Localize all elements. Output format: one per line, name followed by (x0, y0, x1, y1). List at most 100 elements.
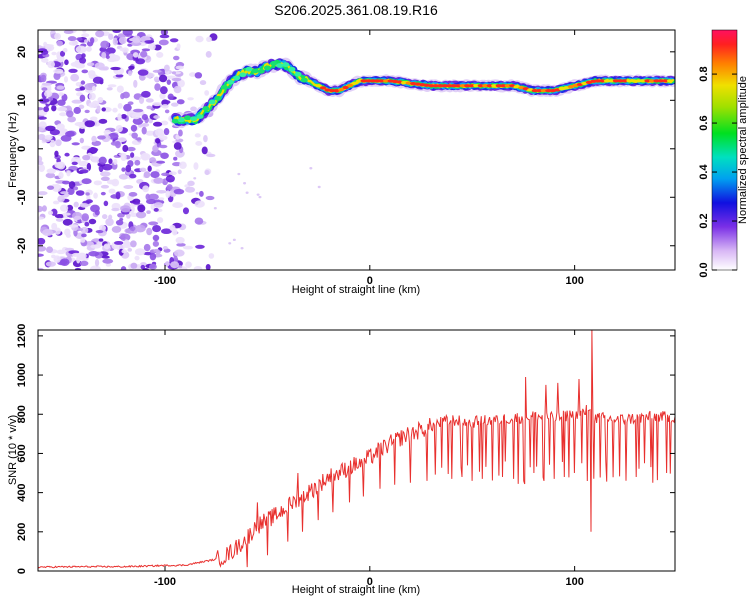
noise-blob (134, 255, 140, 261)
ridge-blob (276, 63, 284, 68)
noise-blob (127, 101, 134, 106)
noise-blob (159, 92, 166, 100)
noise-blob (116, 85, 124, 93)
noise-speck (228, 242, 232, 245)
noise-blob (49, 139, 56, 148)
noise-blob (152, 69, 162, 73)
ridge-blob (208, 99, 216, 105)
noise-blob (59, 50, 66, 57)
noise-blob (89, 116, 98, 121)
noise-blob (75, 45, 87, 54)
noise-blob (122, 30, 133, 36)
colorbar-tick-label: 0.2 (698, 213, 710, 228)
noise-blob (79, 169, 89, 174)
noise-blob (120, 266, 127, 270)
noise-blob (173, 188, 185, 195)
noise-blob (100, 176, 110, 181)
noise-speck (258, 195, 262, 199)
noise-blob (44, 134, 53, 140)
noise-blob (160, 152, 169, 159)
noise-blob (67, 187, 75, 195)
ridge-blob (184, 115, 192, 121)
noise-blob (173, 55, 180, 61)
ridge-core (319, 86, 327, 90)
ridge-core (603, 79, 611, 83)
ridge-core (437, 84, 444, 88)
noise-blob (59, 112, 67, 117)
noise-blob (194, 72, 203, 79)
noise-blob (158, 135, 168, 141)
spectrogram-x-tick-label: 100 (565, 275, 583, 287)
noise-blob (199, 80, 207, 86)
noise-speck (240, 247, 244, 250)
ridge-core (531, 89, 539, 93)
noise-blob (123, 103, 132, 112)
noise-blob (139, 167, 147, 172)
snr-y-tick-label: 200 (16, 523, 28, 541)
noise-blob (195, 244, 205, 249)
noise-blob (157, 217, 164, 224)
noise-blob (149, 252, 157, 261)
noise-blob (74, 267, 82, 270)
noise-blob (101, 214, 108, 220)
ridge-blob (227, 79, 235, 85)
noise-blob (185, 186, 196, 193)
spectrogram-x-tick-label: -100 (154, 275, 176, 287)
noise-blob (62, 212, 71, 216)
noise-blob (101, 255, 110, 259)
noise-blob (130, 240, 137, 248)
noise-blob (114, 240, 124, 245)
noise-blob (199, 190, 204, 197)
noise-blob (60, 128, 68, 133)
noise-blob (182, 245, 194, 250)
snr-panel: -100 0 100 0 200 400 600 800 1000 1200 Height of… (7, 324, 676, 596)
ridge-core (626, 79, 633, 83)
ridge-core (657, 79, 665, 83)
noise-blob (79, 260, 89, 267)
noise-blob (78, 104, 85, 110)
noise-blob (76, 256, 81, 264)
noise-blob (177, 79, 185, 88)
noise-blob (169, 38, 179, 43)
noise-blob (108, 33, 114, 40)
noise-blob (43, 90, 53, 98)
noise-blob (146, 227, 153, 236)
noise-blob (81, 233, 87, 238)
noise-blob (147, 165, 152, 172)
snr-y-tick-label: 800 (16, 405, 28, 423)
noise-blob (78, 160, 90, 167)
noise-blob (96, 105, 101, 113)
ridge-core (536, 89, 543, 93)
noise-blob (132, 52, 139, 58)
noise-blob (156, 160, 166, 164)
spectrogram-x-label: Height of straight line (km) (292, 284, 420, 296)
noise-blob (45, 172, 56, 179)
noise-blob (88, 218, 97, 225)
ridge-core (477, 84, 485, 88)
noise-blob (46, 185, 55, 190)
noise-blob (163, 128, 170, 136)
noise-speck (213, 207, 217, 210)
noise-blob (73, 215, 82, 221)
noise-blob (56, 249, 66, 255)
noise-blob (91, 135, 97, 143)
ridge-core (441, 84, 448, 88)
noise-blob (43, 106, 50, 113)
noise-blob (64, 59, 69, 66)
noise-blob (115, 74, 124, 78)
noise-blob (54, 150, 59, 158)
noise-blob (66, 170, 71, 177)
ridge-core (648, 79, 656, 83)
noise-blob (205, 195, 215, 201)
snr-y-tick-label: 400 (16, 483, 28, 501)
ridge-core (342, 85, 349, 90)
ridge-core (315, 84, 322, 88)
ridge-blob (239, 72, 247, 78)
noise-blob (118, 173, 129, 180)
noise-blob (126, 213, 131, 219)
colorbar-label: Normalized spectral amplitude (737, 76, 749, 224)
noise-blob (159, 86, 168, 95)
noise-blob (195, 141, 203, 146)
ridge-core (630, 79, 638, 83)
